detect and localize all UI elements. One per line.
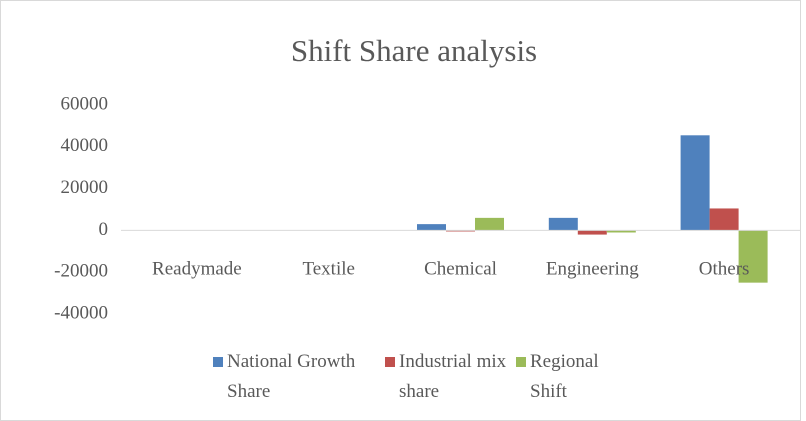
legend-label: Regional Shift bbox=[530, 351, 599, 402]
legend-label: Industrial mix share bbox=[399, 351, 507, 402]
x-tick-label: Others bbox=[699, 258, 750, 279]
y-tick-label: -40000 bbox=[54, 302, 108, 323]
legend-swatch bbox=[213, 357, 223, 367]
x-tick-label: Engineering bbox=[546, 258, 639, 279]
y-tick-label: 40000 bbox=[61, 135, 109, 156]
bar bbox=[680, 135, 710, 231]
legend-swatch bbox=[516, 357, 526, 367]
legend-swatch bbox=[385, 357, 395, 367]
bar bbox=[709, 208, 739, 231]
bar bbox=[738, 230, 768, 283]
x-tick-label: Textile bbox=[302, 258, 354, 279]
legend-label: National Growth Share bbox=[227, 351, 356, 402]
y-tick-label: 0 bbox=[99, 219, 109, 240]
bar bbox=[577, 230, 607, 235]
x-tick-label: Chemical bbox=[424, 258, 497, 279]
y-tick-label: 60000 bbox=[61, 93, 109, 114]
bar bbox=[446, 230, 475, 232]
bar bbox=[606, 230, 636, 233]
y-tick-label: 20000 bbox=[61, 177, 109, 198]
bar bbox=[548, 217, 578, 231]
x-tick-label: Readymade bbox=[152, 258, 242, 279]
bar bbox=[475, 217, 504, 231]
y-tick-label: -20000 bbox=[54, 261, 108, 282]
chart-title: Shift Share analysis bbox=[291, 33, 537, 68]
bar bbox=[417, 224, 446, 231]
